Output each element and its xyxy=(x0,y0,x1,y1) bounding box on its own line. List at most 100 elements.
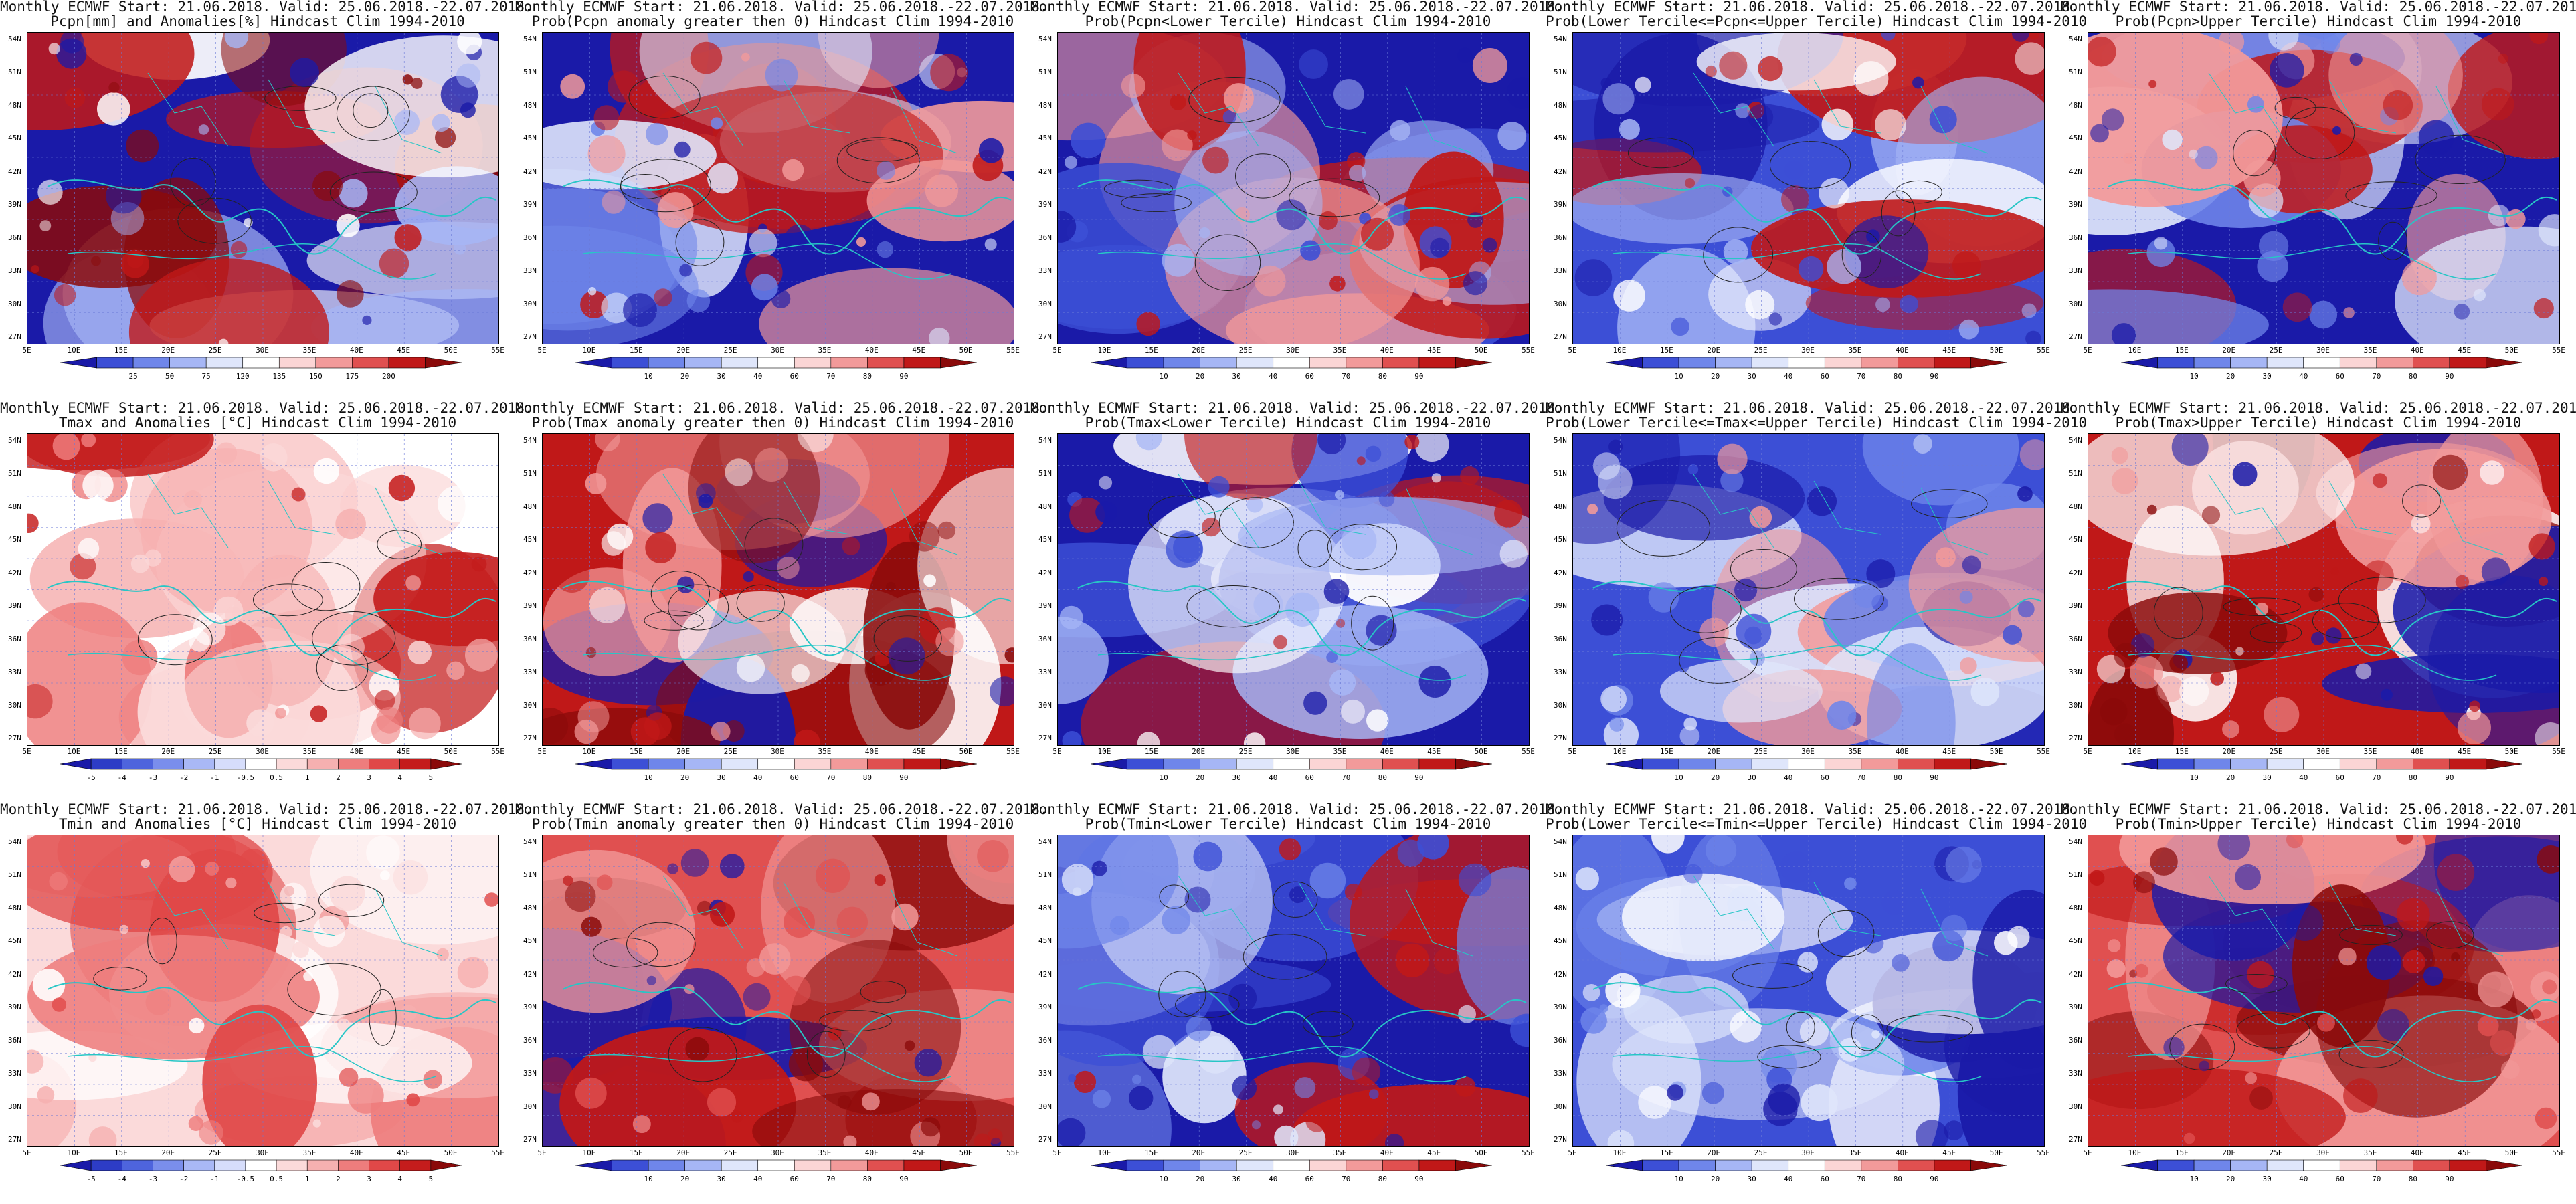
field-speckle xyxy=(2383,90,2413,120)
colorbar-label: 90 xyxy=(2445,372,2454,381)
colorbar-swatch xyxy=(90,1159,122,1171)
isoline xyxy=(620,159,711,213)
field-blob xyxy=(1862,434,2019,506)
field-speckle xyxy=(37,179,63,205)
colorbar-swatch xyxy=(425,357,462,369)
map-panel: Monthly ECMWF Start: 21.06.2018. Valid: … xyxy=(2061,400,2576,803)
field-speckle xyxy=(2189,149,2198,159)
field-blob xyxy=(128,258,329,344)
lon-tick-label: 45E xyxy=(912,346,926,355)
field-speckle xyxy=(1273,1104,1283,1115)
field-speckle xyxy=(2363,560,2394,591)
field-speckle xyxy=(587,287,597,296)
field-speckle xyxy=(1607,1130,1635,1146)
map-field xyxy=(1057,433,1530,746)
field-speckle xyxy=(1744,626,1762,645)
colorbar-swatch xyxy=(2339,758,2377,770)
colorbar-label: 10 xyxy=(644,372,653,381)
colorbar-swatch xyxy=(721,1159,759,1171)
colorbar-label: 80 xyxy=(1893,372,1902,381)
field-speckle xyxy=(2029,33,2040,40)
field-speckle xyxy=(929,327,950,344)
lon-tick-label: 10E xyxy=(1613,747,1627,756)
lon-tick-label: 10E xyxy=(1613,1148,1627,1157)
field-speckle xyxy=(1784,160,1804,180)
colorbar-label: 10 xyxy=(1159,372,1168,381)
panel-title-line1: Monthly ECMWF Start: 21.06.2018. Valid: … xyxy=(1030,400,1564,416)
field-speckle xyxy=(642,503,673,534)
field-speckle xyxy=(2542,979,2557,995)
field-speckle xyxy=(574,719,599,744)
coastline xyxy=(2108,179,2557,255)
colorbar-label: -2 xyxy=(179,773,189,782)
colorbar-swatch xyxy=(60,357,97,369)
lon-tick-label: 35E xyxy=(2363,346,2377,355)
lon-tick-label: 45E xyxy=(2458,1148,2472,1157)
colorbar-swatch xyxy=(399,758,432,770)
field-speckle xyxy=(1875,297,1890,312)
colorbar-label: 200 xyxy=(381,372,395,381)
lon-tick-label: 25E xyxy=(723,747,737,756)
colorbar-swatch xyxy=(153,1159,184,1171)
lat-tick-label: 27N xyxy=(523,1135,537,1144)
colorbar-swatch xyxy=(1346,357,1383,369)
colorbar-swatch xyxy=(1934,357,1971,369)
panel-title-line2: Prob(Tmax<Lower Tercile) Hindcast Clim 1… xyxy=(1085,415,1491,431)
lat-tick-label: 39N xyxy=(1038,200,1052,209)
colorbar-swatch xyxy=(2120,357,2158,369)
field-speckle xyxy=(406,1093,420,1107)
colorbar-label: 30 xyxy=(2262,773,2272,782)
isoline xyxy=(369,989,397,1046)
field-blob xyxy=(2088,434,2355,556)
lon-tick-label: 50E xyxy=(1989,346,2003,355)
field-speckle xyxy=(1336,619,1346,628)
coastline xyxy=(2128,1045,2497,1082)
field-speckle xyxy=(2245,1072,2257,1084)
lon-tick-label: 50E xyxy=(1989,1148,2003,1157)
lat-tick-label: 48N xyxy=(2069,903,2082,912)
lat-tick-label: 45N xyxy=(2069,535,2082,544)
field-speckle xyxy=(2268,33,2299,51)
field-speckle xyxy=(2111,447,2128,464)
colorbar-label: 80 xyxy=(1893,1175,1902,1183)
colorbar-label: 10 xyxy=(2189,1175,2199,1183)
field-speckle xyxy=(1638,1086,1671,1119)
field-speckle xyxy=(97,92,130,126)
field-speckle xyxy=(1685,178,1695,189)
colorbar-swatch xyxy=(903,1159,941,1171)
field-speckle xyxy=(312,1119,321,1128)
isoline xyxy=(1670,586,1742,633)
field-speckle xyxy=(145,549,162,567)
lon-tick-label: 10E xyxy=(2128,346,2142,355)
field-blob xyxy=(373,551,498,647)
field-speckle xyxy=(1305,1109,1329,1132)
colorbar-swatch xyxy=(1309,758,1347,770)
lat-tick-label: 33N xyxy=(1554,1069,1567,1078)
field-speckle xyxy=(2017,601,2035,618)
colorbar-label: 90 xyxy=(899,773,909,782)
field-speckle xyxy=(1717,443,1748,474)
colorbar xyxy=(60,757,462,771)
coastline xyxy=(562,179,1012,255)
field-speckle xyxy=(2529,33,2549,45)
lat-tick-label: 36N xyxy=(2069,233,2082,242)
lat-tick-label: 27N xyxy=(2069,1135,2082,1144)
isoline xyxy=(650,571,710,617)
field-speckle xyxy=(782,159,804,181)
colorbar-swatch xyxy=(830,1159,868,1171)
lon-tick-label: 20E xyxy=(1192,346,1206,355)
colorbar-label: 40 xyxy=(753,773,763,782)
field-speckle xyxy=(2480,460,2504,485)
panel-title-line1: Monthly ECMWF Start: 21.06.2018. Valid: … xyxy=(515,0,1048,15)
coastline xyxy=(47,179,496,255)
colorbar-label: 80 xyxy=(2408,773,2417,782)
field-speckle xyxy=(1323,579,1350,604)
country-border xyxy=(662,72,958,154)
colorbar-label: 60 xyxy=(1305,372,1314,381)
lon-tick-label: 40E xyxy=(864,346,879,355)
colorbar-label: 20 xyxy=(1196,1175,1205,1183)
colorbar-label: 60 xyxy=(790,1175,799,1183)
field-speckle xyxy=(1455,1076,1476,1097)
field-speckle xyxy=(1137,732,1160,745)
field-speckle xyxy=(280,926,292,939)
